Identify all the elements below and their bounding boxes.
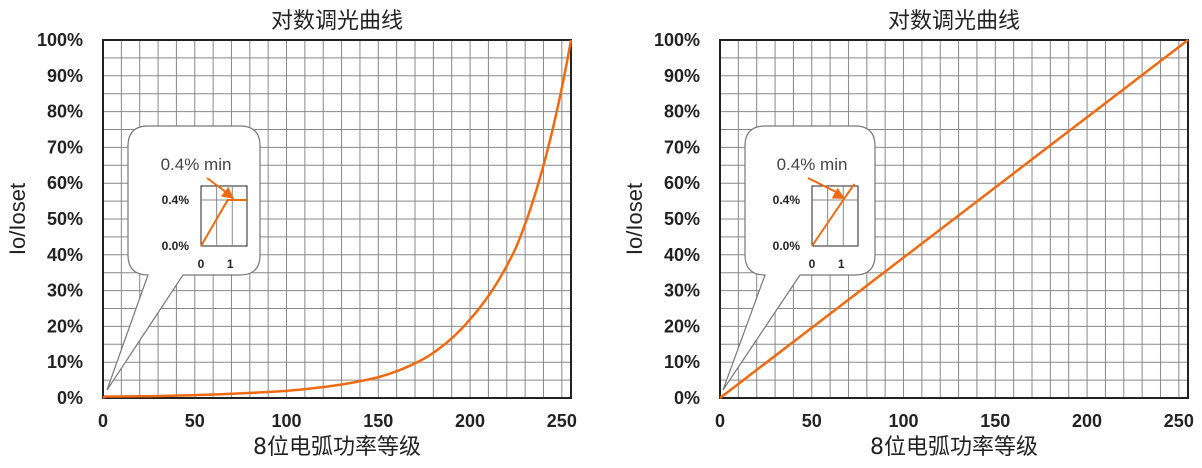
callout-text: 0.4% min: [777, 155, 848, 174]
inset-y-tick-label: 0.0%: [773, 239, 801, 253]
y-tick-label: 60%: [664, 173, 700, 193]
inset-x-tick-label: 1: [838, 257, 845, 271]
y-tick-label: 40%: [47, 245, 83, 265]
inset-curve: [200, 199, 247, 247]
x-axis-label: 8位电弧功率等级: [870, 435, 1038, 460]
chart-panel-1: 对数调光曲线 0% 10% 20% 30% 40% 50% 60% 70% 80% 90% 100% 0…: [5, 9, 577, 460]
data-series-line: [102, 39, 573, 399]
y-tick-label: 20%: [664, 316, 700, 336]
inset-curve: [811, 183, 856, 247]
plot-frame: [102, 39, 572, 399]
x-tick-label: 0: [98, 411, 108, 431]
inset-plot: 0.4% 0.0% 0 1: [773, 183, 859, 271]
callout-arrow-line: [206, 177, 228, 194]
y-tick-label: 10%: [47, 352, 83, 372]
plot-frame: [719, 39, 1189, 399]
x-tick-label: 200: [455, 411, 485, 431]
inset-plot: 0.4% 0.0% 0 1: [162, 185, 248, 271]
y-tick-label: 40%: [664, 245, 700, 265]
chart-title: 对数调光曲线: [888, 9, 1020, 34]
y-tick-label: 60%: [47, 173, 83, 193]
y-tick-label: 70%: [47, 137, 83, 157]
x-tick-label: 150: [363, 411, 393, 431]
data-series-line: [719, 39, 1189, 399]
x-tick-label: 250: [547, 411, 577, 431]
inset-y-tick-label: 0.4%: [773, 193, 801, 207]
y-tick-label: 0%: [57, 388, 83, 408]
y-tick-label: 80%: [664, 102, 700, 122]
x-tick-label: 100: [889, 411, 919, 431]
x-axis-label: 8位电弧功率等级: [253, 435, 421, 460]
inset-x-tick-label: 1: [227, 257, 234, 271]
x-tick-label: 150: [980, 411, 1010, 431]
x-tick-label: 250: [1164, 411, 1194, 431]
y-tick-label: 30%: [664, 281, 700, 301]
x-tick-label: 0: [715, 411, 725, 431]
callout-arrow-line: [807, 177, 839, 194]
y-tick-label: 70%: [664, 137, 700, 157]
y-tick-label: 20%: [47, 316, 83, 336]
y-tick-label: 90%: [47, 66, 83, 86]
inset-x-tick-label: 0: [198, 257, 205, 271]
y-tick-label: 10%: [664, 352, 700, 372]
chart-panel-2: 对数调光曲线 0% 10% 20% 30% 40% 50% 60% 70% 80% 90% 100% 0…: [622, 9, 1194, 460]
y-axis-label: Io/Ioset: [5, 183, 30, 255]
x-tick-label: 50: [802, 411, 822, 431]
y-tick-label: 30%: [47, 281, 83, 301]
y-tick-label: 50%: [47, 209, 83, 229]
callout-bubble: 0.4% 0.0% 0 1 0.4% min: [106, 125, 261, 391]
y-tick-label: 0%: [674, 388, 700, 408]
chart-title: 对数调光曲线: [271, 9, 403, 34]
y-tick-label: 50%: [664, 209, 700, 229]
callout-arrow-head: [831, 187, 846, 199]
callout-bubble: 0.4% 0.0% 0 1 0.4% min: [722, 125, 876, 391]
y-tick-label: 100%: [654, 30, 700, 50]
y-tick-label: 80%: [47, 102, 83, 122]
inset-x-tick-label: 0: [809, 257, 816, 271]
x-tick-label: 50: [185, 411, 205, 431]
x-tick-label: 100: [272, 411, 302, 431]
y-tick-label: 100%: [37, 30, 83, 50]
callout-text: 0.4% min: [161, 155, 232, 174]
callout-arrow-head: [220, 186, 235, 199]
x-tick-label: 200: [1072, 411, 1102, 431]
y-axis-label: Io/Ioset: [622, 183, 647, 255]
inset-y-tick-label: 0.4%: [162, 193, 190, 207]
y-tick-label: 90%: [664, 66, 700, 86]
inset-y-tick-label: 0.0%: [162, 239, 190, 253]
